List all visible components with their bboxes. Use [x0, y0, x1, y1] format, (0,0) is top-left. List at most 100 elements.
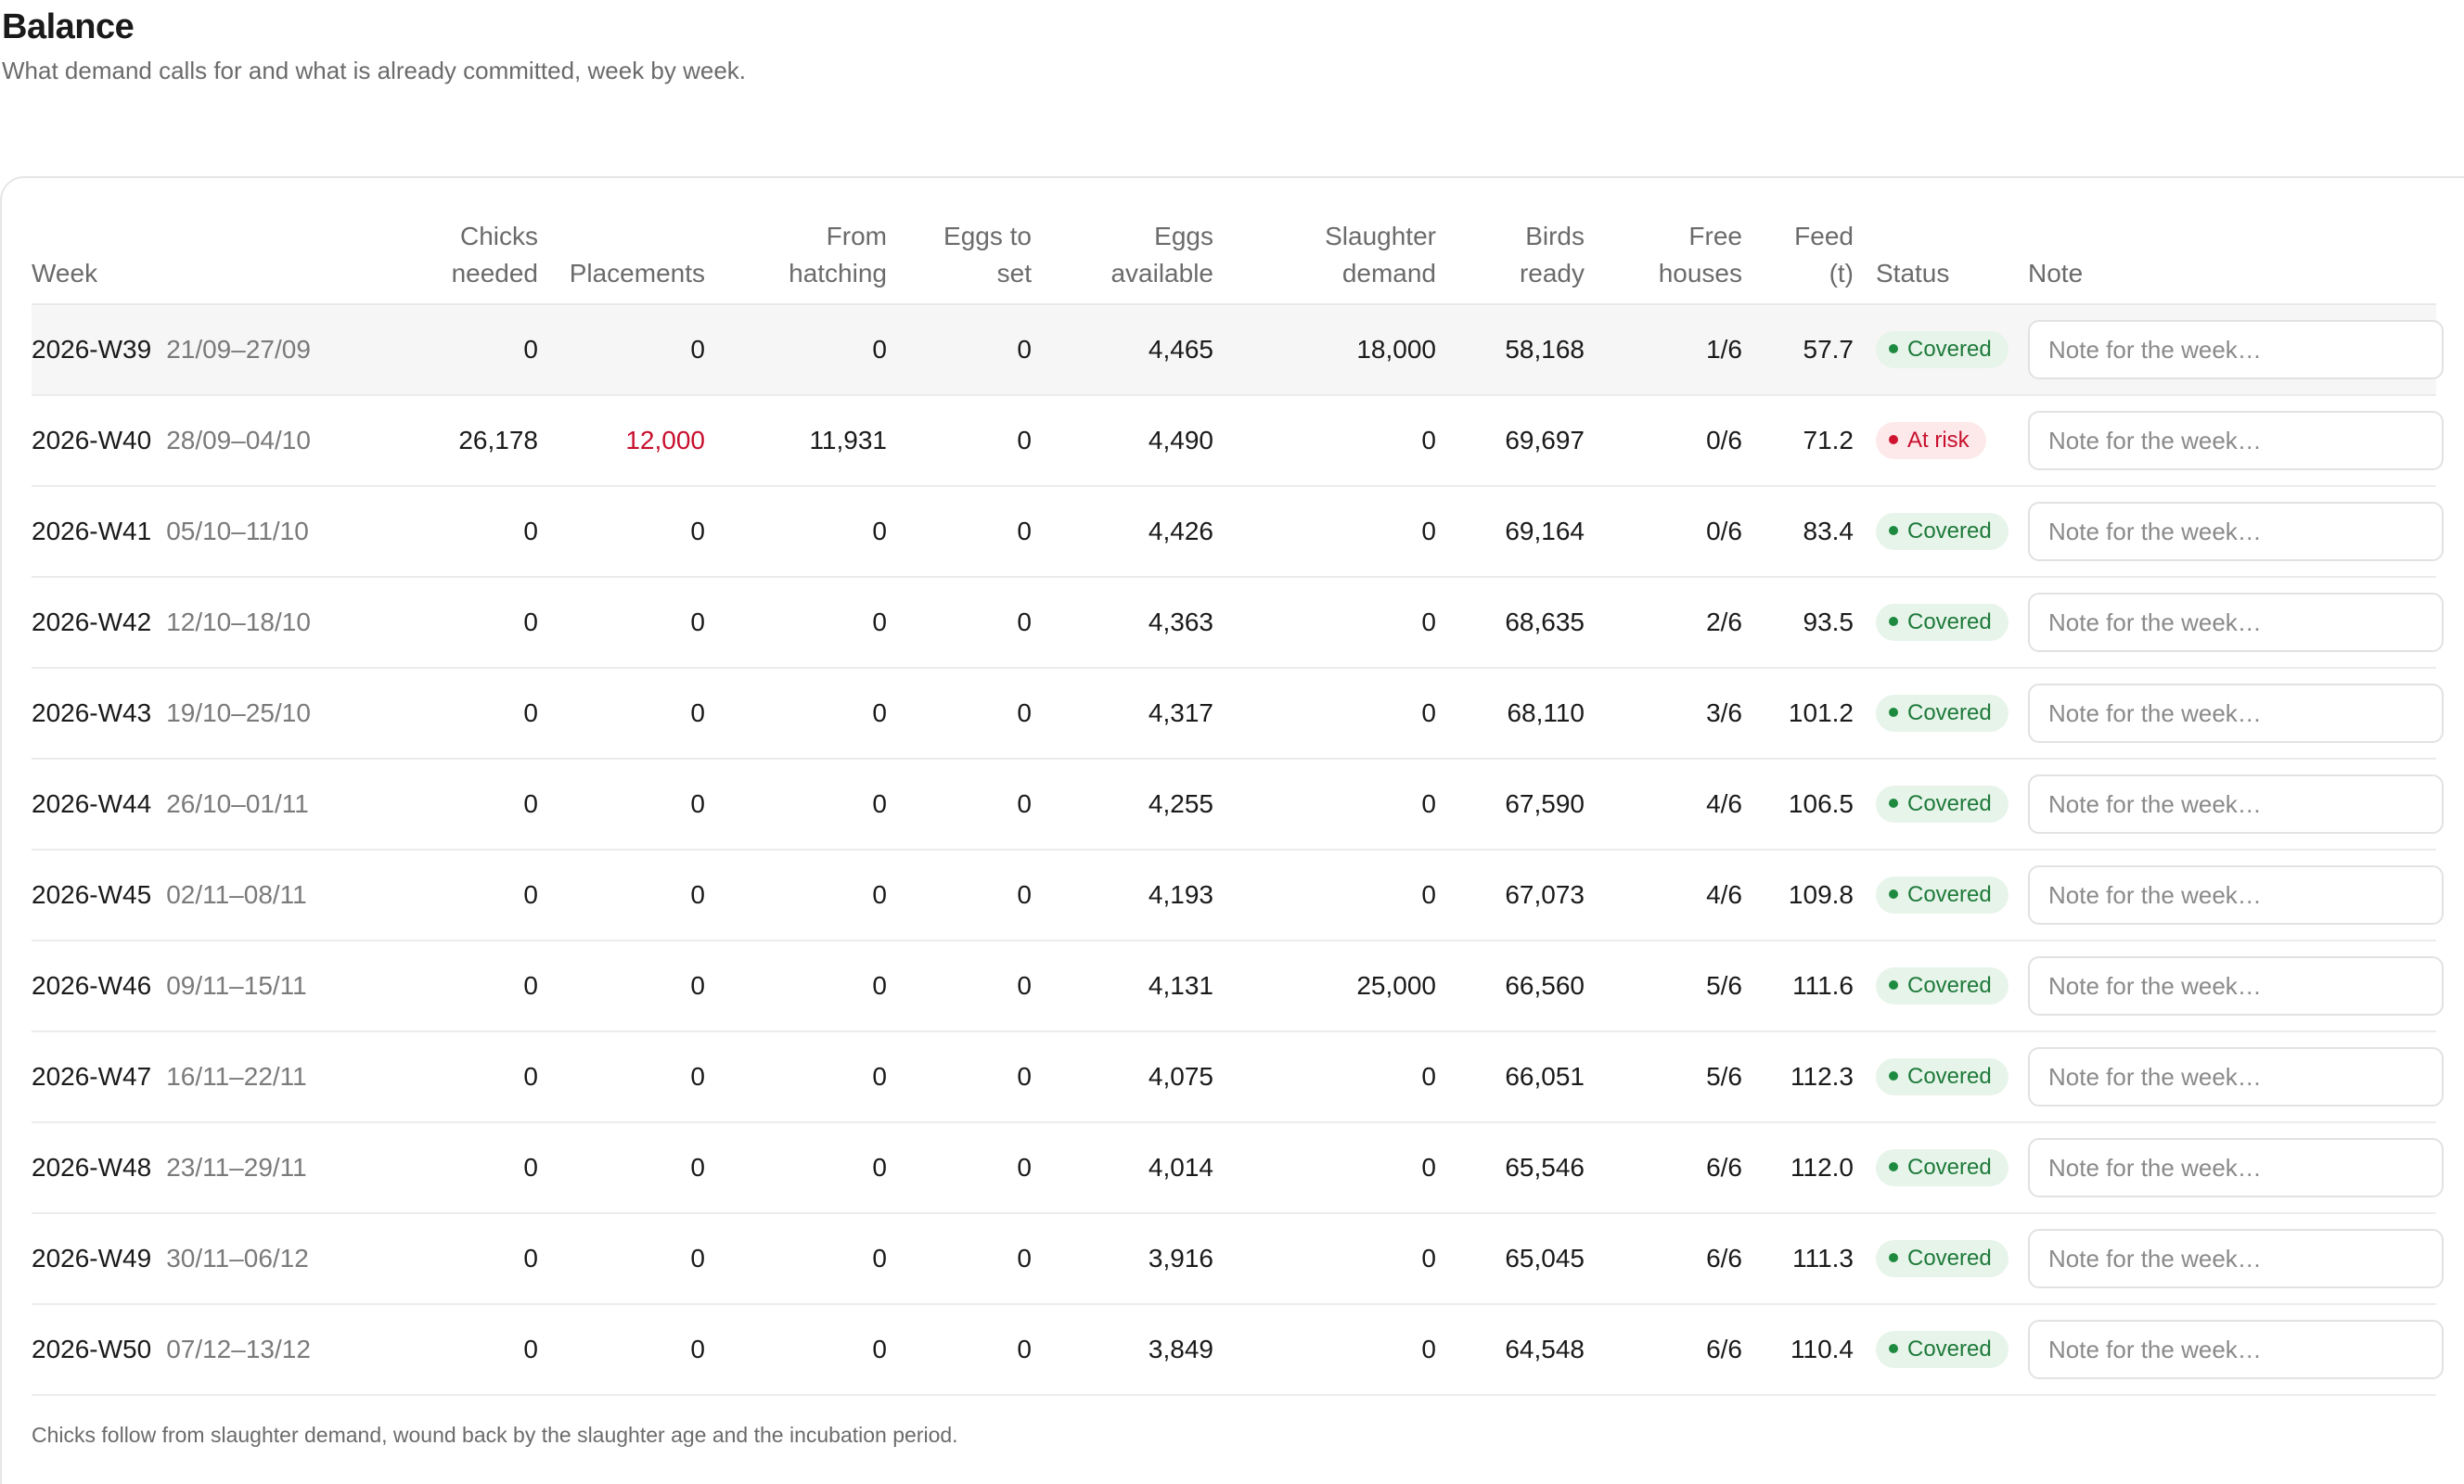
birds-ready-cell: 69,164 — [1451, 486, 1599, 578]
from-hatching-cell: 0 — [720, 486, 902, 578]
week-cell: 2026-W45 02/11–08/11 — [32, 850, 307, 941]
feed-cell: 111.6 — [1757, 940, 1868, 1032]
week-note-input[interactable] — [2028, 593, 2444, 652]
week-note-input[interactable] — [2028, 865, 2444, 925]
chicks-needed-cell: 0 — [239, 668, 553, 760]
status-badge-covered: Covered — [1876, 1149, 2008, 1186]
status-badge-covered: Covered — [1876, 1058, 2008, 1095]
eggs-available-cell: 4,014 — [1046, 1122, 1228, 1214]
birds-ready-cell: 65,546 — [1451, 1122, 1599, 1214]
week-code: 2026-W42 — [32, 608, 152, 636]
slaughter-demand-cell: 0 — [1228, 486, 1451, 578]
week-note-input[interactable] — [2028, 502, 2444, 561]
from-hatching-cell: 0 — [720, 577, 902, 669]
birds-ready-cell: 66,560 — [1451, 940, 1599, 1032]
free-houses-cell: 6/6 — [1599, 1213, 1757, 1305]
eggs-to-set-cell: 0 — [902, 577, 1046, 669]
status-dot-icon — [1889, 1343, 1898, 1353]
week-code: 2026-W44 — [32, 789, 152, 818]
week-note-input[interactable] — [2028, 1229, 2444, 1288]
status-label: Covered — [1907, 337, 1992, 362]
week-date-range: 16/11–22/11 — [166, 1062, 307, 1091]
status-cell: Covered — [1868, 1031, 2028, 1123]
status-badge-covered: Covered — [1876, 876, 2008, 914]
status-label: Covered — [1907, 973, 1992, 998]
from-hatching-cell: 0 — [720, 759, 902, 851]
eggs-to-set-cell: 0 — [902, 486, 1046, 578]
table-row: 2026-W40 28/09–04/10 26,178 12,000 11,931… — [32, 395, 2444, 487]
from-hatching-cell: 0 — [720, 940, 902, 1032]
chicks-needed-cell: 0 — [239, 1304, 553, 1396]
week-cell: 2026-W39 21/09–27/09 — [32, 304, 311, 396]
status-dot-icon — [1889, 434, 1898, 444]
free-houses-cell: 2/6 — [1599, 577, 1757, 669]
status-cell: Covered — [1868, 1304, 2028, 1396]
slaughter-demand-cell: 0 — [1228, 1122, 1451, 1214]
col-header-placements: Placements — [553, 215, 720, 305]
status-label: Covered — [1907, 1064, 1992, 1089]
eggs-available-cell: 4,317 — [1046, 668, 1228, 760]
feed-cell: 110.4 — [1757, 1304, 1868, 1396]
free-houses-cell: 0/6 — [1599, 395, 1757, 487]
status-dot-icon — [1889, 979, 1898, 990]
note-cell — [2028, 1031, 2444, 1123]
slaughter-demand-cell: 0 — [1228, 577, 1451, 669]
eggs-available-cell: 4,075 — [1046, 1031, 1228, 1123]
eggs-available-cell: 4,426 — [1046, 486, 1228, 578]
status-cell: Covered — [1868, 486, 2028, 578]
week-date-range: 07/12–13/12 — [166, 1335, 311, 1363]
status-badge-covered: Covered — [1876, 331, 2008, 368]
chicks-needed-cell: 0 — [239, 850, 553, 941]
status-dot-icon — [1889, 1070, 1898, 1081]
birds-ready-cell: 64,548 — [1451, 1304, 1599, 1396]
col-header-birds-ready: Birds ready — [1451, 215, 1599, 305]
note-cell — [2028, 850, 2444, 941]
eggs-available-cell: 4,131 — [1046, 940, 1228, 1032]
eggs-available-cell: 4,193 — [1046, 850, 1228, 941]
week-note-input[interactable] — [2028, 1138, 2444, 1197]
status-cell: Covered — [1868, 850, 2028, 941]
free-houses-cell: 6/6 — [1599, 1122, 1757, 1214]
placements-cell: 0 — [553, 759, 720, 851]
week-note-input[interactable] — [2028, 956, 2444, 1016]
chicks-needed-cell: 0 — [239, 486, 553, 578]
eggs-to-set-cell: 0 — [902, 850, 1046, 941]
free-houses-cell: 5/6 — [1599, 940, 1757, 1032]
placements-cell: 12,000 — [553, 395, 720, 487]
note-cell — [2028, 486, 2444, 578]
slaughter-demand-cell: 18,000 — [1228, 304, 1451, 396]
status-badge-covered: Covered — [1876, 1331, 2008, 1368]
feed-cell: 101.2 — [1757, 668, 1868, 760]
slaughter-demand-cell: 0 — [1228, 668, 1451, 760]
week-note-input[interactable] — [2028, 774, 2444, 834]
status-badge-at-risk: At risk — [1876, 422, 1986, 459]
feed-cell: 111.3 — [1757, 1213, 1868, 1305]
week-note-input[interactable] — [2028, 320, 2444, 379]
eggs-to-set-cell: 0 — [902, 668, 1046, 760]
week-cell: 2026-W46 09/11–15/11 — [32, 940, 307, 1032]
week-note-input[interactable] — [2028, 1320, 2444, 1379]
free-houses-cell: 3/6 — [1599, 668, 1757, 760]
chicks-needed-cell: 0 — [239, 1213, 553, 1305]
week-code: 2026-W50 — [32, 1335, 152, 1363]
status-label: Covered — [1907, 1246, 1992, 1271]
from-hatching-cell: 11,931 — [720, 395, 902, 487]
note-cell — [2028, 668, 2444, 760]
week-note-input[interactable] — [2028, 1047, 2444, 1107]
week-note-input[interactable] — [2028, 684, 2444, 743]
week-date-range: 28/09–04/10 — [166, 426, 311, 454]
slaughter-demand-cell: 0 — [1228, 1213, 1451, 1305]
week-cell: 2026-W44 26/10–01/11 — [32, 759, 309, 851]
page-subtitle: What demand calls for and what is alread… — [2, 57, 747, 84]
eggs-available-cell: 3,916 — [1046, 1213, 1228, 1305]
col-header-from-hatching: From hatching — [720, 215, 902, 305]
note-cell — [2028, 1122, 2444, 1214]
week-note-input[interactable] — [2028, 411, 2444, 470]
from-hatching-cell: 0 — [720, 1213, 902, 1305]
feed-cell: 71.2 — [1757, 395, 1868, 487]
birds-ready-cell: 69,697 — [1451, 395, 1599, 487]
birds-ready-cell: 67,590 — [1451, 759, 1599, 851]
from-hatching-cell: 0 — [720, 668, 902, 760]
chicks-needed-cell: 0 — [239, 940, 553, 1032]
